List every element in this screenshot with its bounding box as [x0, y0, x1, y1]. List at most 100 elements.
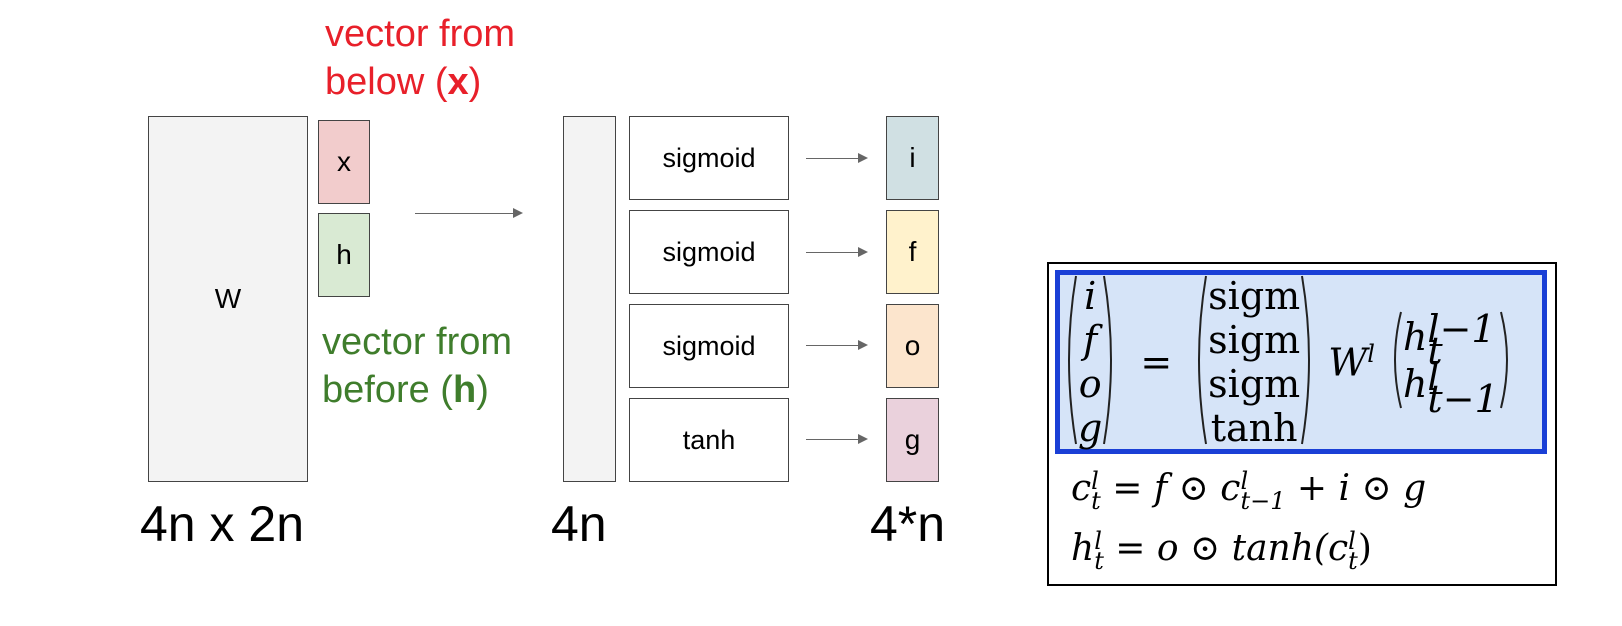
lhs-right-paren-svg	[1103, 275, 1113, 445]
h-vector-note: vector from before (h)	[322, 318, 512, 414]
equals-sign: =	[1140, 340, 1173, 384]
x-vector-note: vector from below (x)	[325, 10, 515, 106]
function-box-2: sigmoid	[629, 210, 789, 294]
gate-g: g	[886, 398, 939, 482]
lhs-left-paren-svg	[1068, 275, 1077, 445]
lhs-g: g	[1078, 406, 1103, 450]
h-note-bold: h	[452, 369, 477, 411]
h-right-paren-svg	[1499, 311, 1508, 409]
preactivation-vector	[563, 116, 616, 482]
lhs-o: o	[1078, 362, 1102, 406]
act-left-paren	[1192, 274, 1208, 450]
gate-i: i	[886, 116, 939, 200]
x-note-post: )	[468, 61, 482, 103]
h-top-scripts: l−1 t	[1427, 310, 1495, 373]
gate-o-label: o	[904, 330, 921, 361]
input-x: x	[318, 120, 370, 204]
hid-rhs1: = o ⊙ tanh(	[1115, 528, 1328, 569]
cell-c2-sub: t−1	[1240, 487, 1286, 515]
cell-rhs1: = f ⊙	[1112, 468, 1221, 509]
h-note-pre: before (	[322, 369, 453, 411]
function-box-4: tanh	[629, 398, 789, 482]
gate-g-label: g	[904, 424, 921, 455]
gate-arrow-4	[806, 434, 868, 444]
h-bot-sub: t−1	[1427, 376, 1499, 421]
hid-c: c	[1327, 528, 1349, 569]
function-label-2: sigmoid	[662, 236, 756, 267]
gates-dims: 4*n	[870, 496, 946, 552]
act-4: tanh	[1210, 406, 1298, 450]
act-right-paren	[1300, 274, 1316, 450]
h-bot-scripts: l t−1	[1427, 354, 1499, 421]
h-bot-sup: l	[1427, 354, 1440, 399]
h-left-paren	[1389, 310, 1403, 414]
function-box-3: sigmoid	[629, 304, 789, 388]
function-box-1: sigmoid	[629, 116, 789, 200]
cell-c2-sup: l	[1240, 467, 1249, 495]
multiply-arrow	[415, 208, 523, 218]
cell-c-sup: l	[1091, 467, 1099, 495]
hid-h-sup: l	[1094, 527, 1102, 555]
hid-rhs2: )	[1357, 528, 1372, 569]
function-label-4: tanh	[682, 424, 736, 455]
gate-equation-highlight: i f o g = sigm sigm sigm tanh Wl h	[1055, 270, 1547, 454]
weight-label: W	[214, 283, 242, 314]
activation-vector: sigm sigm sigm tanh	[1208, 274, 1300, 450]
weight-matrix: W	[148, 116, 308, 482]
cell-c-sub: t	[1091, 487, 1101, 515]
cell-c2-scripts: l t−1	[1240, 467, 1286, 515]
act-1: sigm	[1208, 274, 1301, 318]
gate-f: f	[886, 210, 939, 294]
hid-c-sup: l	[1348, 527, 1356, 555]
cell-rhs2: + i ⊙ g	[1285, 468, 1427, 509]
hid-h: h	[1071, 528, 1095, 569]
x-note-pre: below (	[325, 61, 448, 103]
h-top-sub: t	[1427, 329, 1443, 373]
h-bottom: h l t−1	[1402, 354, 1499, 421]
h-bot-symbol: h	[1402, 362, 1428, 406]
lhs-left-paren	[1062, 274, 1078, 450]
function-label-3: sigmoid	[662, 330, 756, 361]
hid-h-sub: t	[1094, 547, 1104, 575]
input-h-label: h	[336, 239, 352, 270]
weight-term: Wl	[1328, 340, 1375, 385]
equation-panel: i f o g = sigm sigm sigm tanh Wl h	[1047, 262, 1557, 586]
act-right-paren-svg	[1301, 275, 1311, 445]
cell-c2: c	[1220, 468, 1241, 509]
weight-dims: 4n x 2n	[140, 496, 305, 552]
weight-symbol: W	[1328, 340, 1368, 385]
gate-arrow-1	[806, 153, 868, 163]
act-2: sigm	[1208, 318, 1301, 362]
lhs-i: i	[1084, 274, 1097, 318]
h-left-paren-svg	[1393, 311, 1402, 409]
act-3: sigm	[1208, 362, 1301, 406]
function-label-1: sigmoid	[662, 142, 756, 173]
preactivation-dims: 4n	[551, 496, 607, 552]
gate-f-label: f	[908, 236, 917, 267]
h-note-line1: vector from	[322, 321, 513, 363]
h-right-paren	[1499, 310, 1513, 414]
lhs-right-paren	[1102, 274, 1118, 450]
gate-o: o	[886, 304, 939, 388]
input-x-label: x	[337, 146, 351, 177]
x-note-bold: x	[447, 61, 469, 103]
gate-i-label: i	[909, 142, 916, 173]
h-note-line2: before (h)	[322, 366, 512, 414]
x-note-line2: below (x)	[325, 58, 515, 106]
h-top-symbol: h	[1402, 314, 1428, 359]
input-h: h	[318, 213, 370, 297]
lhs-f: f	[1083, 318, 1098, 362]
lhs-vector: i f o g	[1078, 274, 1102, 450]
gate-arrow-2	[806, 247, 868, 257]
h-vector: h l−1 t h l t−1	[1402, 310, 1499, 421]
h-note-post: )	[476, 369, 489, 411]
cell-c: c	[1071, 468, 1092, 509]
hid-c-sub: t	[1348, 547, 1358, 575]
weight-sup: l	[1367, 339, 1375, 368]
gate-arrow-3	[806, 340, 868, 350]
